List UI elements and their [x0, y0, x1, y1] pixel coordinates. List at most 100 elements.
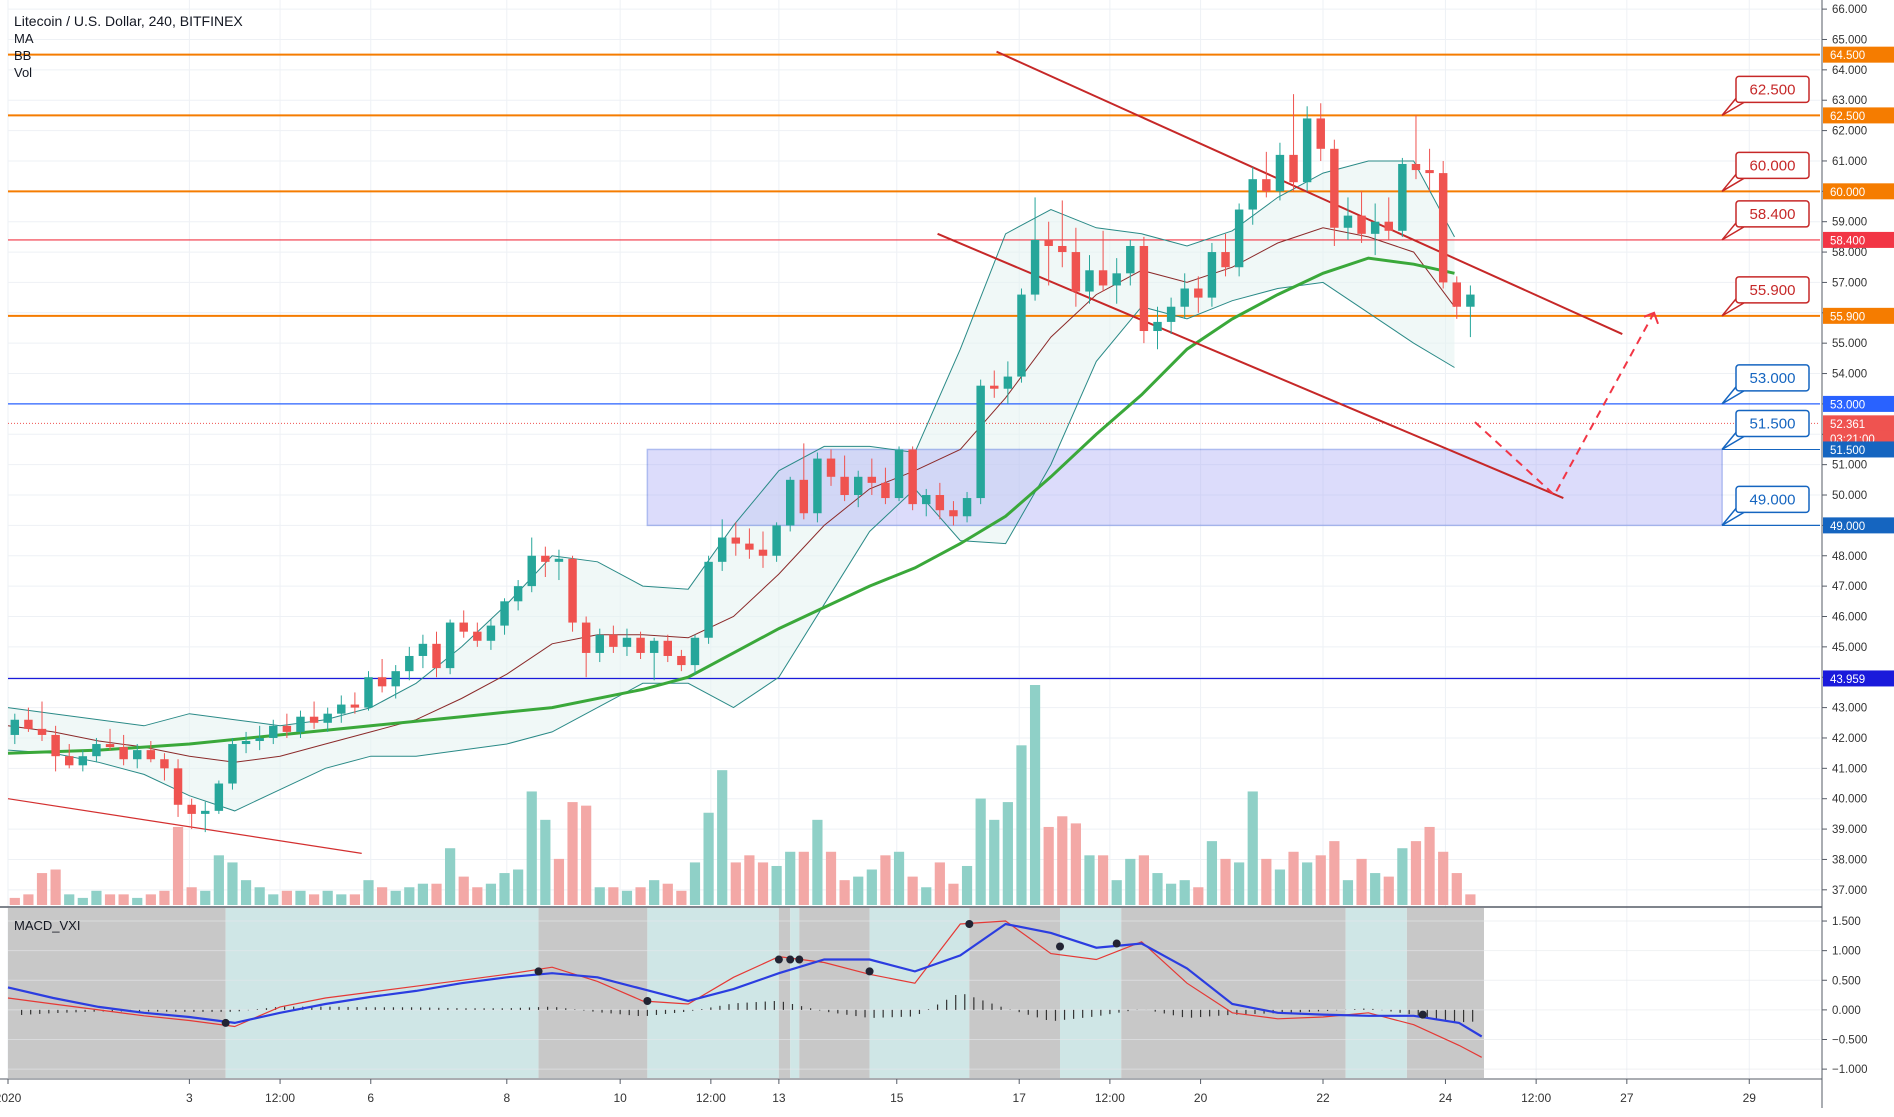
volume-bar [363, 880, 374, 905]
callout-box [1735, 276, 1810, 304]
candle-bearish [568, 555, 577, 632]
time-axis-label: 27 [1620, 1091, 1634, 1105]
macd-pane-label[interactable]: MACD_VXI [14, 918, 81, 933]
candle-body [309, 716, 319, 723]
support-zone [646, 448, 1723, 527]
level-callout: 62.500 [1721, 75, 1810, 117]
macd-axis-label: 0.500 [1832, 975, 1861, 987]
candle-body [758, 549, 768, 556]
candle-bearish [173, 759, 183, 817]
volume-bar [390, 890, 401, 905]
candle-body [1098, 270, 1108, 286]
candle-bearish [119, 734, 128, 766]
macd-shade-band [1060, 908, 1122, 1078]
price-axis-label: 66.000 [1832, 4, 1867, 16]
candle-bearish [867, 458, 877, 496]
candle-body [813, 458, 822, 514]
indicator-ma-label[interactable]: MA [14, 31, 34, 46]
price-axis-label: 64.000 [1832, 65, 1867, 77]
candle-body [609, 634, 618, 647]
time-axis-label: 12:00 [696, 1091, 726, 1105]
volume-bar [1274, 869, 1286, 905]
candle-body [922, 495, 931, 505]
macd-cross-dot [1112, 939, 1121, 948]
volume-bar [1111, 880, 1122, 905]
candle-bearish [908, 446, 917, 511]
candle-body [1017, 294, 1026, 377]
macd-shade-band [1406, 908, 1484, 1078]
candle-bearish [37, 701, 47, 742]
volume-bar [744, 855, 755, 905]
price-axis-label: 38.000 [1832, 854, 1867, 866]
candle-bearish [731, 522, 741, 556]
volume-bar [417, 883, 429, 905]
callout-box [1735, 409, 1810, 438]
chart-title: Litecoin / U.S. Dollar, 240, BITFINEX [14, 13, 243, 29]
candle-body [1003, 376, 1013, 389]
candle-bearish [309, 701, 319, 729]
candle-bearish [187, 798, 196, 830]
candle-bearish [1330, 139, 1339, 246]
volume-bar [621, 890, 633, 905]
volume-bar [64, 894, 75, 905]
price-axis-label: 59.000 [1832, 217, 1867, 229]
candle-bearish [799, 443, 809, 520]
candle-body [826, 458, 836, 477]
candle-bearish [160, 753, 169, 781]
volume-bar [36, 873, 48, 905]
candle-body [581, 622, 591, 653]
callout-box [1735, 364, 1810, 392]
price-badge-bg [1823, 517, 1894, 534]
time-axis-label: 10 [613, 1091, 627, 1105]
volume-bar [1261, 858, 1272, 905]
volume-bar [608, 887, 619, 905]
price-badge-label: 58.400 [1830, 235, 1865, 247]
volume-bar [975, 798, 986, 905]
macd-axis-label: −1.000 [1832, 1064, 1868, 1076]
candle-bullish [364, 671, 373, 711]
price-axis-label: 54.000 [1832, 369, 1867, 381]
candle-body [990, 385, 999, 389]
candle-body [881, 482, 890, 499]
volume-bar [376, 887, 388, 905]
candle-body [1357, 215, 1366, 234]
candle-bullish [1126, 239, 1135, 286]
candle-body [785, 479, 795, 526]
volume-bar [1234, 862, 1245, 905]
candle-bearish [1411, 115, 1421, 180]
price-badge: 51.500 [1823, 441, 1894, 458]
candle-body [527, 555, 536, 587]
volume-bar [581, 805, 592, 905]
candle-bullish [894, 446, 904, 502]
candle-bearish [1221, 233, 1230, 277]
candle-bullish [813, 452, 822, 523]
candle-bullish [10, 713, 20, 745]
candle-body [1112, 273, 1121, 286]
candle-bullish [255, 725, 264, 751]
candle-bullish [1248, 167, 1257, 225]
candle-body [214, 783, 224, 811]
volume-bar [485, 883, 497, 905]
candle-body [1194, 288, 1203, 298]
price-badge-label: 52.361 [1830, 419, 1865, 431]
price-badge-label: 51.500 [1830, 445, 1865, 457]
indicator-vol-label[interactable]: Vol [14, 65, 33, 80]
price-axis-label: 48.000 [1832, 551, 1867, 563]
volume-bar [1138, 855, 1150, 905]
candle-body [486, 625, 496, 641]
candle-bearish [1044, 221, 1053, 286]
candle-bearish [935, 482, 945, 520]
volume-bar [1057, 816, 1068, 905]
candle-bullish [690, 634, 700, 675]
time-axis-label: 24 [1439, 1091, 1453, 1105]
candle-body [799, 479, 809, 514]
volume-bar [118, 894, 129, 905]
candle-bullish [201, 801, 210, 833]
indicator-bb-label[interactable]: BB [14, 48, 32, 63]
price-axis-label: 39.000 [1832, 824, 1867, 836]
volume-bar [227, 862, 238, 905]
candle-body [1126, 245, 1135, 274]
candle-body [1180, 288, 1189, 307]
candle-bullish [500, 598, 509, 635]
